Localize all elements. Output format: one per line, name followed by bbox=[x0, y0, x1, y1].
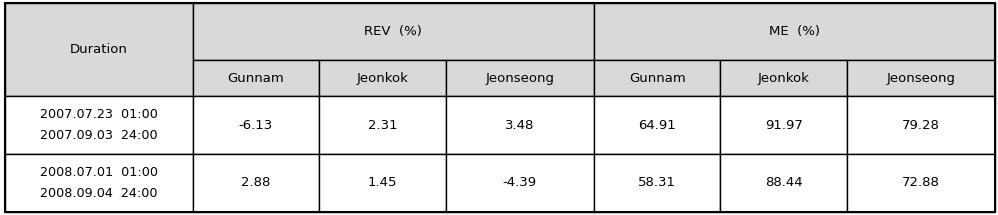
Text: Jeonkok: Jeonkok bbox=[757, 72, 809, 85]
Text: 3.48: 3.48 bbox=[505, 119, 535, 132]
Bar bbox=[5, 3, 193, 97]
Text: 72.88: 72.88 bbox=[902, 177, 940, 189]
Bar bbox=[446, 154, 594, 212]
Text: 58.31: 58.31 bbox=[638, 177, 676, 189]
Bar bbox=[721, 60, 847, 97]
Bar bbox=[5, 154, 193, 212]
Bar bbox=[5, 97, 193, 154]
Bar bbox=[446, 60, 594, 97]
Text: -6.13: -6.13 bbox=[239, 119, 273, 132]
Text: Gunnam: Gunnam bbox=[228, 72, 284, 85]
Text: Jeonkok: Jeonkok bbox=[356, 72, 408, 85]
Bar bbox=[847, 154, 995, 212]
Bar bbox=[193, 97, 319, 154]
Bar bbox=[721, 154, 847, 212]
Text: 79.28: 79.28 bbox=[902, 119, 940, 132]
Bar bbox=[319, 60, 446, 97]
Text: 2008.07.01  01:00
2008.09.04  24:00: 2008.07.01 01:00 2008.09.04 24:00 bbox=[40, 166, 158, 200]
Text: Gunnam: Gunnam bbox=[629, 72, 686, 85]
Text: 1.45: 1.45 bbox=[368, 177, 397, 189]
Bar bbox=[721, 97, 847, 154]
Bar bbox=[193, 60, 319, 97]
Text: Jeonseong: Jeonseong bbox=[485, 72, 554, 85]
Bar bbox=[446, 97, 594, 154]
Text: REV  (%): REV (%) bbox=[364, 25, 422, 38]
Text: 2.88: 2.88 bbox=[242, 177, 270, 189]
Text: 91.97: 91.97 bbox=[764, 119, 802, 132]
Bar bbox=[594, 154, 721, 212]
Text: 64.91: 64.91 bbox=[639, 119, 676, 132]
Bar bbox=[193, 3, 594, 60]
Bar bbox=[319, 97, 446, 154]
Bar bbox=[193, 154, 319, 212]
Bar bbox=[847, 60, 995, 97]
Text: -4.39: -4.39 bbox=[503, 177, 537, 189]
Bar bbox=[594, 97, 721, 154]
Bar bbox=[319, 154, 446, 212]
Text: Jeonseong: Jeonseong bbox=[886, 72, 955, 85]
Bar bbox=[594, 60, 721, 97]
Text: 88.44: 88.44 bbox=[764, 177, 802, 189]
Text: 2.31: 2.31 bbox=[367, 119, 397, 132]
Text: 2007.07.23  01:00
2007.09.03  24:00: 2007.07.23 01:00 2007.09.03 24:00 bbox=[40, 108, 158, 142]
Bar bbox=[847, 97, 995, 154]
Text: ME  (%): ME (%) bbox=[768, 25, 820, 38]
Text: Duration: Duration bbox=[70, 43, 128, 56]
Bar bbox=[594, 3, 995, 60]
